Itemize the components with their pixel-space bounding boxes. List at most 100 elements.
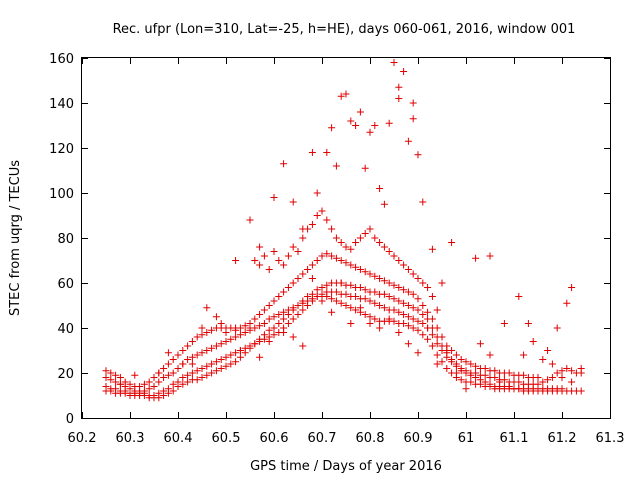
data-point [371,315,379,323]
data-point [270,331,278,339]
data-point [174,378,182,386]
data-point [308,297,316,305]
data-point [400,320,408,327]
x-tick-label: 60.9 [404,431,433,446]
data-point [553,369,561,377]
data-point [342,90,350,98]
data-point [404,322,412,330]
data-point [289,243,297,251]
y-tick-label: 20 [57,367,74,382]
data-point [400,311,408,318]
data-point [323,250,331,258]
data-point [371,272,379,280]
data-point [246,324,254,332]
data-point [395,83,403,91]
chart-title: Rec. ufpr (Lon=310, Lat=-25, h=HE), days… [113,22,576,37]
data-point [289,198,297,206]
data-point [227,360,235,368]
x-tick-label: 61.1 [500,431,529,446]
data-point [107,369,115,377]
data-point [356,266,364,273]
data-point [414,295,422,303]
data-point [385,293,393,300]
data-point [438,358,446,366]
data-point [500,320,508,327]
data-point [179,360,187,368]
data-point [222,329,230,336]
data-point [241,329,249,336]
data-point [145,378,153,386]
data-point [409,115,417,123]
data-point [236,353,244,361]
data-point [318,284,326,291]
data-point [284,284,292,291]
data-point [371,234,379,242]
data-point [179,374,187,381]
data-point [409,290,417,298]
data-point [284,320,292,327]
data-point [352,293,360,300]
y-tick-labels: 0 20 40 60 80 100 120 140 160 [49,52,74,427]
data-point [356,108,364,116]
data-point [395,308,403,316]
data-point [328,295,336,303]
data-point [150,392,158,399]
data-point [265,266,273,273]
data-point [544,347,552,354]
data-point [486,252,494,260]
data-point [318,297,326,305]
data-point [260,320,268,327]
data-point [419,302,427,309]
data-point [208,360,216,368]
data-point [539,378,547,386]
data-point [198,349,206,357]
data-point [491,374,499,381]
data-point [241,344,249,352]
data-point [337,299,345,307]
data-point [164,349,172,357]
data-point [174,351,182,359]
plot-frame [81,57,611,419]
data-point [313,293,321,300]
x-tick-label: 61.2 [548,431,577,446]
data-point [212,342,220,350]
data-point [251,315,259,323]
data-point [323,149,331,156]
data-point [251,340,259,348]
data-point [265,315,273,323]
data-point [198,365,206,372]
data-point [352,122,360,129]
data-point [371,122,379,129]
data-point [361,268,369,276]
data-point [568,367,576,375]
x-tick-label: 60.3 [116,431,145,446]
data-point [361,286,369,294]
data-point [414,151,422,159]
data-point [232,358,240,366]
data-point [376,302,384,309]
data-point [260,335,268,343]
data-point [270,324,278,332]
x-tick-label: 60.5 [212,431,241,446]
data-point [347,261,355,269]
data-point [198,374,206,381]
data-point [323,216,331,224]
data-point [390,59,398,66]
data-point [169,369,177,377]
y-tick-label: 100 [49,187,74,202]
data-point [472,369,480,377]
data-point [217,340,225,348]
data-point [308,290,316,298]
data-point [385,315,393,323]
data-point [299,270,307,278]
y-tick-label: 80 [57,232,74,247]
data-point [400,261,408,269]
data-point [380,243,388,251]
data-point [280,160,288,168]
data-point [212,358,220,366]
x-tick-label: 60.6 [260,431,289,446]
data-point [472,254,480,262]
data-point [289,315,297,323]
data-point [433,360,441,368]
